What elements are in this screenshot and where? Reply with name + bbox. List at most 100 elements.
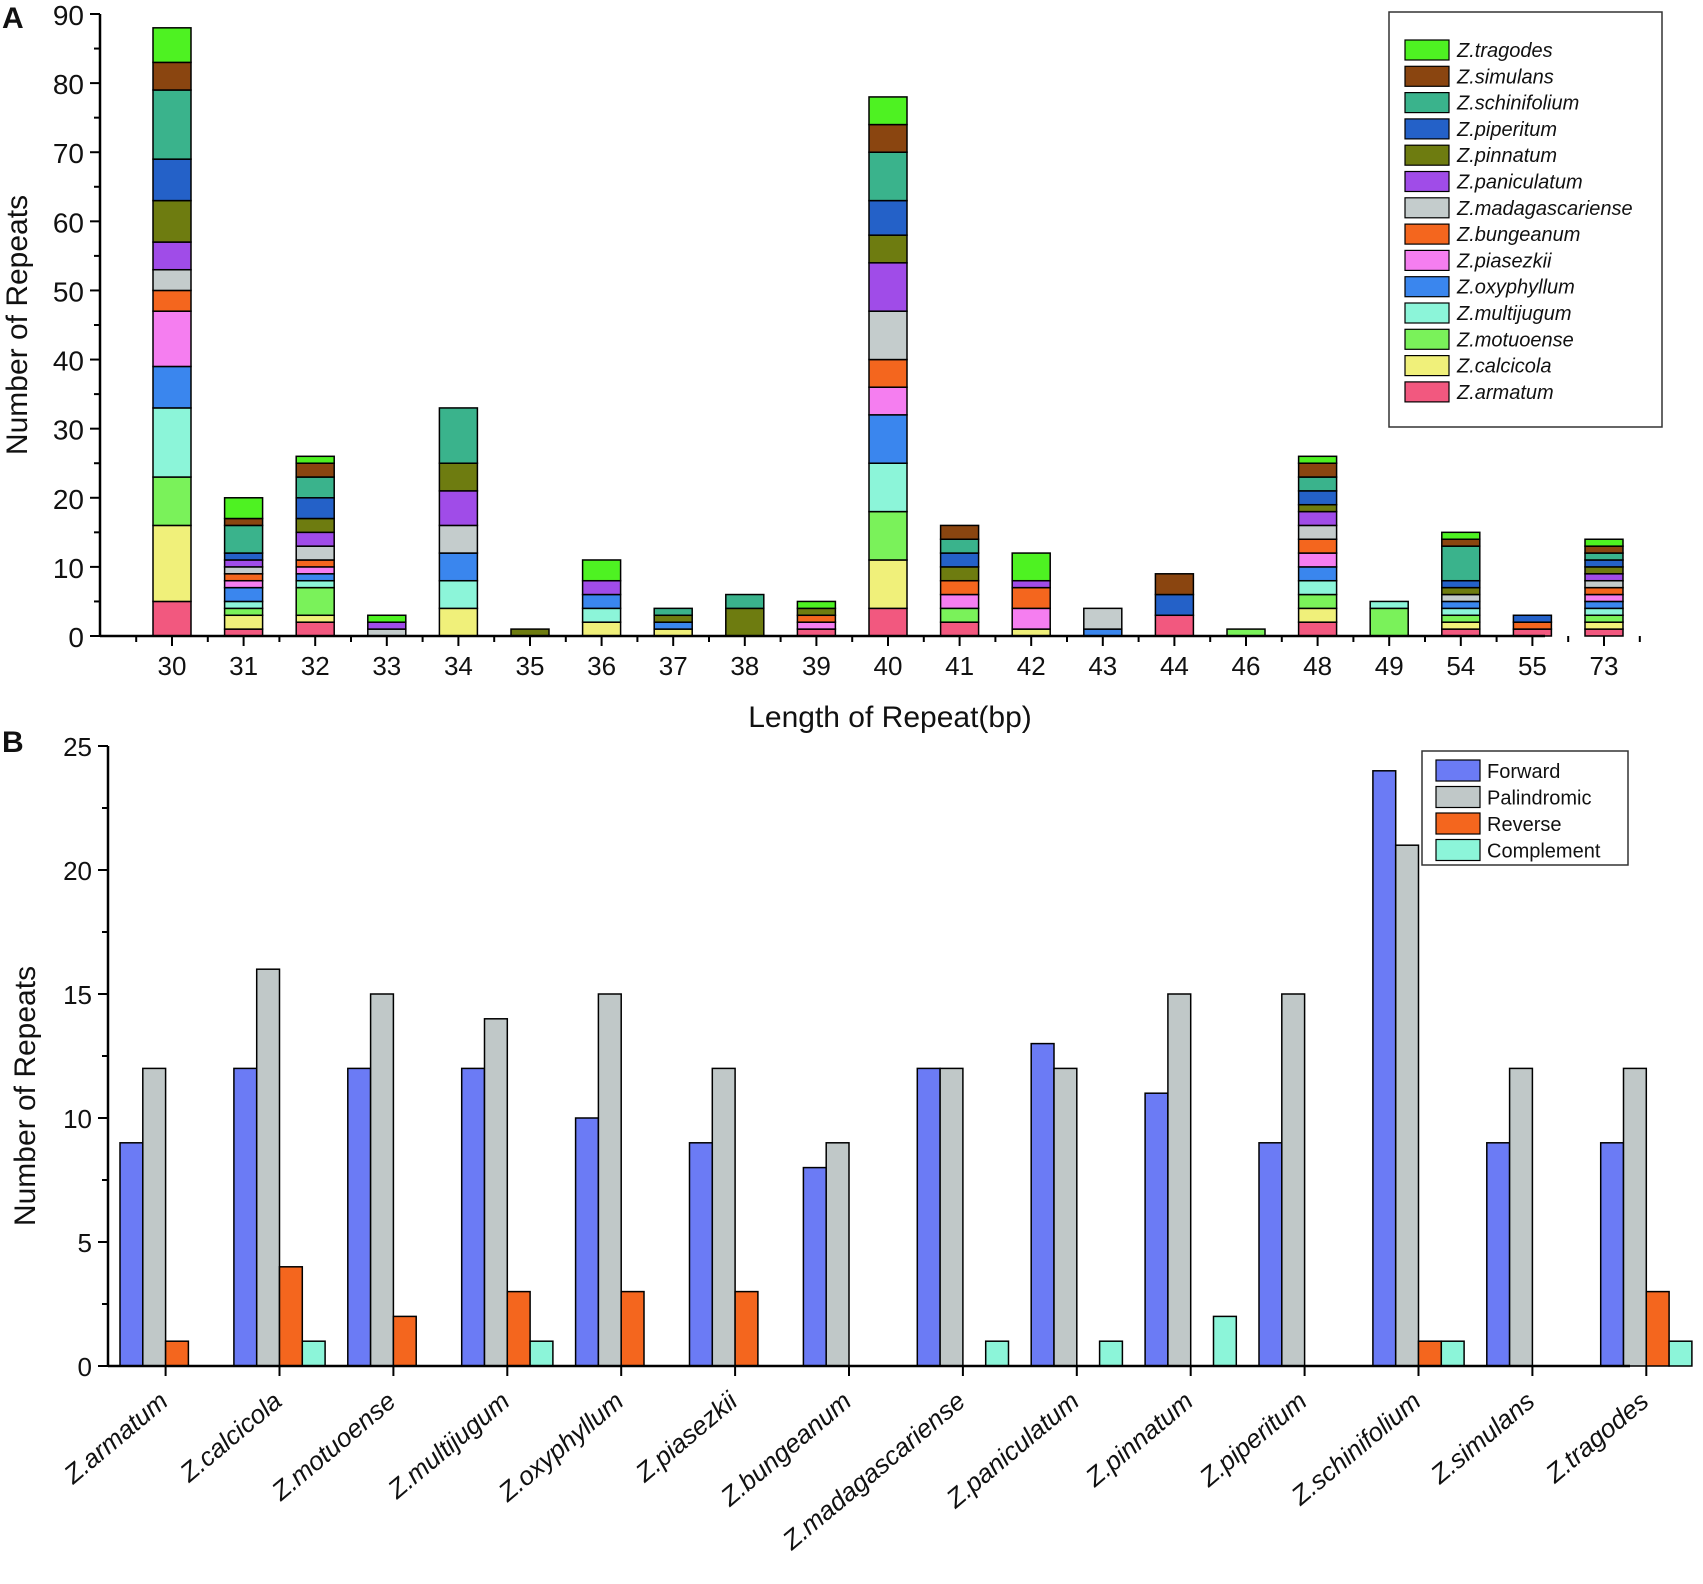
bar-a-39-z-piasezkii [796,621,837,630]
bar-a-32-z-calcicola [295,614,335,623]
bar-a-73-z-paniculatum [1584,573,1624,582]
bar-a-48-z-paniculatum [1297,510,1338,527]
bar-a-39-z-tragodes [796,600,837,610]
bar-a-48-z-schinifolium [1297,476,1338,492]
y-tick-label-a-20: 20 [53,484,84,515]
bar-b-z-oxyphyllum-reverse [620,1290,645,1367]
bar-a-36-z-multijugum [581,607,622,623]
bar-a-54-z-schinifolium [1441,545,1481,582]
bar-a-40-z-piperitum [868,199,908,236]
bar-b-z-armatum-palindromic [142,1067,167,1367]
bar-a-34-z-oxyphyllum [438,552,479,582]
bar-a-40-z-tragodes [868,96,908,126]
bar-a-48-z-oxyphyllum [1297,566,1338,582]
bar-a-48-z-madagascariense [1297,524,1338,540]
bar-a-32-z-schinifolium [295,476,335,499]
legend-label-b-forward: Forward [1487,761,1560,783]
bar-b-z-tragodes-palindromic [1622,1067,1648,1367]
bar-a-73-z-piasezkii [1584,593,1624,603]
legend-swatch-a-z-simulans [1404,65,1450,87]
bar-a-30-z-schinifolium [152,89,192,160]
bar-a-48-z-motuoense [1297,593,1338,610]
bar-b-z-simulans-palindromic [1508,1067,1534,1367]
grouped-bar-chart-b: 0 5 10 15 20 25 Z.armatum Z.calcicolaZ.motuoens… [9,732,1693,1556]
legend-label-a-z-madagascariense: Z.madagascariense [1456,198,1633,220]
bar-a-30-z-piasezkii [152,310,192,368]
bar-a-73-z-piperitum [1584,559,1624,568]
bar-b-z-calcicola-palindromic [255,968,281,1367]
bar-a-73-z-pinnatum [1584,566,1624,575]
bar-a-36-z-oxyphyllum [581,593,622,610]
bar-b-z-schinifolium-forward [1372,770,1397,1367]
bar-a-31-z-bungeanum [223,573,264,582]
bar-b-z-oxyphyllum-palindromic [597,993,622,1367]
bar-b-z-piperitum-palindromic [1281,993,1306,1367]
bar-a-41-z-simulans [939,524,980,540]
bar-a-30-z-bungeanum [152,289,192,312]
bar-b-z-schinifolium-reverse [1417,1340,1443,1367]
legend-label-a-z-oxyphyllum: Z.oxyphyllum [1456,277,1575,299]
bar-a-48-z-bungeanum [1297,538,1338,554]
bar-a-49-z-motuoense [1369,607,1409,637]
bar-a-40-z-bungeanum [868,358,908,388]
x-tick-label-a-48: 48 [1303,651,1332,681]
bar-b-z-motuoense-reverse [392,1315,417,1367]
bar-a-39-z-bungeanum [796,614,837,623]
bar-a-40-z-calcicola [868,559,908,610]
bar-a-54-z-tragodes [1441,531,1481,540]
panel-label-b: B [2,726,24,759]
bar-a-40-z-motuoense [868,510,908,561]
bar-a-31-z-multijugum [223,600,264,610]
bar-a-40-z-oxyphyllum [868,414,908,464]
y-tick-label-b-15: 15 [63,980,92,1010]
bar-b-z-simulans-forward [1486,1142,1511,1367]
bar-a-40-z-simulans [868,123,908,153]
bar-a-44-z-simulans [1154,573,1195,596]
legend-label-a-z-piasezkii: Z.piasezkii [1456,250,1552,272]
bar-a-48-z-pinnatum [1297,503,1338,513]
bar-b-z-bungeanum-palindromic [825,1142,850,1367]
bar-a-31-z-calcicola [223,614,264,630]
bar-a-32-z-paniculatum [295,531,335,547]
stacked-bar-chart-a: 0 10 20 30 40 50 60 70 80 90 30 31 32 33 34 35 36 37 38 39 4… [1,0,1663,734]
bar-a-41-z-schinifolium [939,538,980,554]
bar-b-z-pinnatum-forward [1144,1092,1169,1367]
legend-label-b-reverse: Reverse [1487,814,1561,836]
bar-a-48-z-piasezkii [1297,552,1338,568]
bar-b-z-calcicola-forward [233,1067,258,1367]
legend-swatch-a-z-multijugum [1404,302,1450,324]
bar-a-34-z-madagascariense [438,524,479,554]
bar-a-42-z-bungeanum [1011,586,1051,610]
bar-a-73-z-schinifolium [1584,552,1624,561]
bar-a-30-z-pinnatum [152,199,192,243]
bar-b-z-paniculatum-forward [1030,1042,1055,1367]
bar-a-30-z-piperitum [152,158,192,202]
bar-b-z-pinnatum-palindromic [1167,993,1192,1367]
bar-b-z-calcicola-complement [301,1340,326,1367]
y-tick-label-a-50: 50 [53,276,84,307]
x-tick-label-a-46: 46 [1232,651,1261,681]
legend-swatch-a-z-oxyphyllum [1404,276,1450,298]
bar-a-32-z-armatum [295,621,335,637]
bar-a-40-z-schinifolium [868,151,908,202]
bar-a-41-z-piperitum [939,552,980,568]
x-tick-label-a-41: 41 [945,651,974,681]
bar-a-37-z-schinifolium [653,607,693,617]
bar-b-z-calcicola-reverse [278,1266,304,1367]
bar-a-34-z-paniculatum [438,490,479,527]
bar-b-z-motuoense-palindromic [369,993,395,1367]
bar-a-31-z-piasezkii [223,579,264,589]
bar-a-36-z-calcicola [581,621,622,637]
bar-a-31-z-schinifolium [223,524,264,554]
x-tick-label-b-z-madagascariense: Z.madagascariense [776,1386,971,1556]
bar-a-34-z-pinnatum [438,462,479,492]
bar-b-z-armatum-forward [119,1142,144,1367]
bar-a-30-z-armatum [152,600,192,637]
x-tick-label-a-43: 43 [1088,651,1117,681]
x-tick-label-a-30: 30 [158,651,187,681]
bar-a-42-z-paniculatum [1011,579,1051,589]
bar-b-z-schinifolium-palindromic [1394,844,1420,1367]
legend-label-b-palindromic: Palindromic [1487,788,1591,810]
y-tick-label-a-70: 70 [53,138,84,169]
